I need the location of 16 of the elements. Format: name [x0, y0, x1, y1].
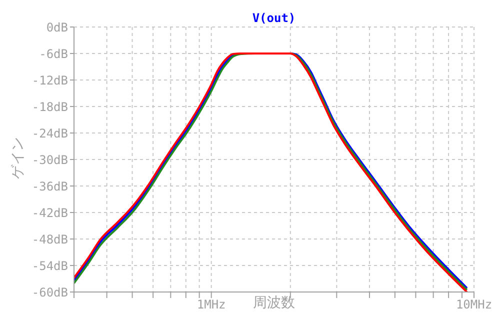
chart-title: V(out): [251, 11, 297, 25]
y-tick-label: -54dB: [32, 258, 68, 273]
y-tick-label: -30dB: [32, 152, 68, 167]
x-axis-title: 周波数: [253, 295, 295, 311]
y-axis-title: ゲイン: [9, 137, 27, 179]
y-tick-label: -18dB: [32, 100, 68, 114]
y-tick-label: -60dB: [32, 285, 68, 300]
y-tick-label: -48dB: [32, 232, 68, 246]
y-tick-label: -6dB: [39, 46, 68, 61]
x-tick-label: 10MHz: [456, 298, 492, 312]
y-tick-label: 0dB: [46, 20, 68, 34]
x-tick-label: 1MHz: [196, 298, 226, 312]
y-tick-label: -36dB: [32, 179, 68, 194]
y-tick-label: -12dB: [32, 73, 68, 88]
y-tick-label: -42dB: [32, 206, 68, 220]
y-tick-label: -24dB: [32, 126, 68, 140]
